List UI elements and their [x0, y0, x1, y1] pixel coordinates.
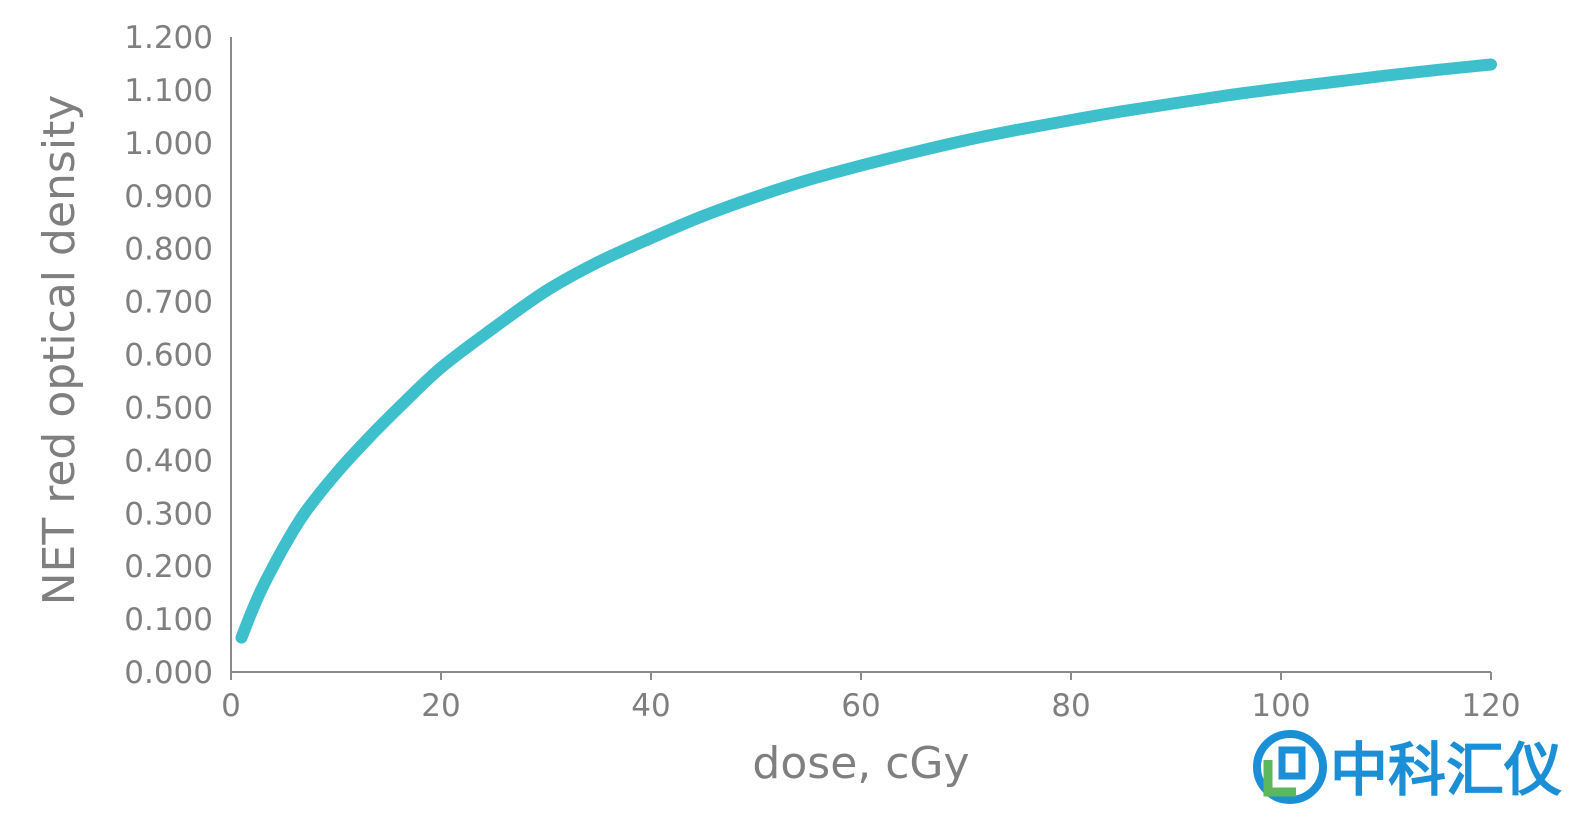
x-axis-title: dose, cGy [752, 738, 969, 789]
y-axis-tick-label: 1.100 [124, 73, 213, 109]
watermark-logo [1253, 730, 1327, 804]
y-axis-tick-label: 0.300 [124, 496, 213, 532]
x-axis-tick-label: 0 [221, 688, 241, 724]
x-axis-ticks [230, 672, 1492, 680]
y-axis-tick-labels: 0.000 0.100 0.200 0.300 0.400 0.500 0.600 0.700… [124, 20, 213, 691]
y-axis-tick-label: 0.400 [124, 443, 213, 479]
y-axis-tick-label: 0.700 [124, 285, 213, 321]
y-axis-tick-label: 0.500 [124, 390, 213, 426]
y-axis-tick-label: 0.900 [124, 179, 213, 215]
y-axis-tick-label: 0.800 [124, 232, 213, 268]
y-axis-tick-label: 0.100 [124, 602, 213, 638]
x-axis-tick-labels: 0 20 40 60 80 100 120 [221, 688, 1520, 724]
watermark-text: 中科汇仪 [1330, 736, 1562, 804]
y-axis-title: NET red optical density [34, 95, 85, 606]
x-axis-tick-label: 60 [841, 688, 880, 724]
y-axis-tick-label: 0.600 [124, 338, 213, 374]
y-axis-tick-label: 0.000 [124, 655, 213, 691]
x-axis-tick-label: 80 [1051, 688, 1090, 724]
series-line [235, 58, 1497, 644]
x-axis-tick-label: 100 [1251, 688, 1310, 724]
watermark-icon [1253, 730, 1327, 804]
x-axis-tick-label: 20 [421, 688, 460, 724]
y-axis-tick-label: 1.200 [124, 20, 213, 56]
y-axis-tick-label: 0.200 [124, 549, 213, 585]
x-axis-tick-label: 120 [1461, 688, 1520, 724]
y-axis-tick-label: 1.000 [124, 126, 213, 162]
x-axis-tick-label: 40 [631, 688, 670, 724]
